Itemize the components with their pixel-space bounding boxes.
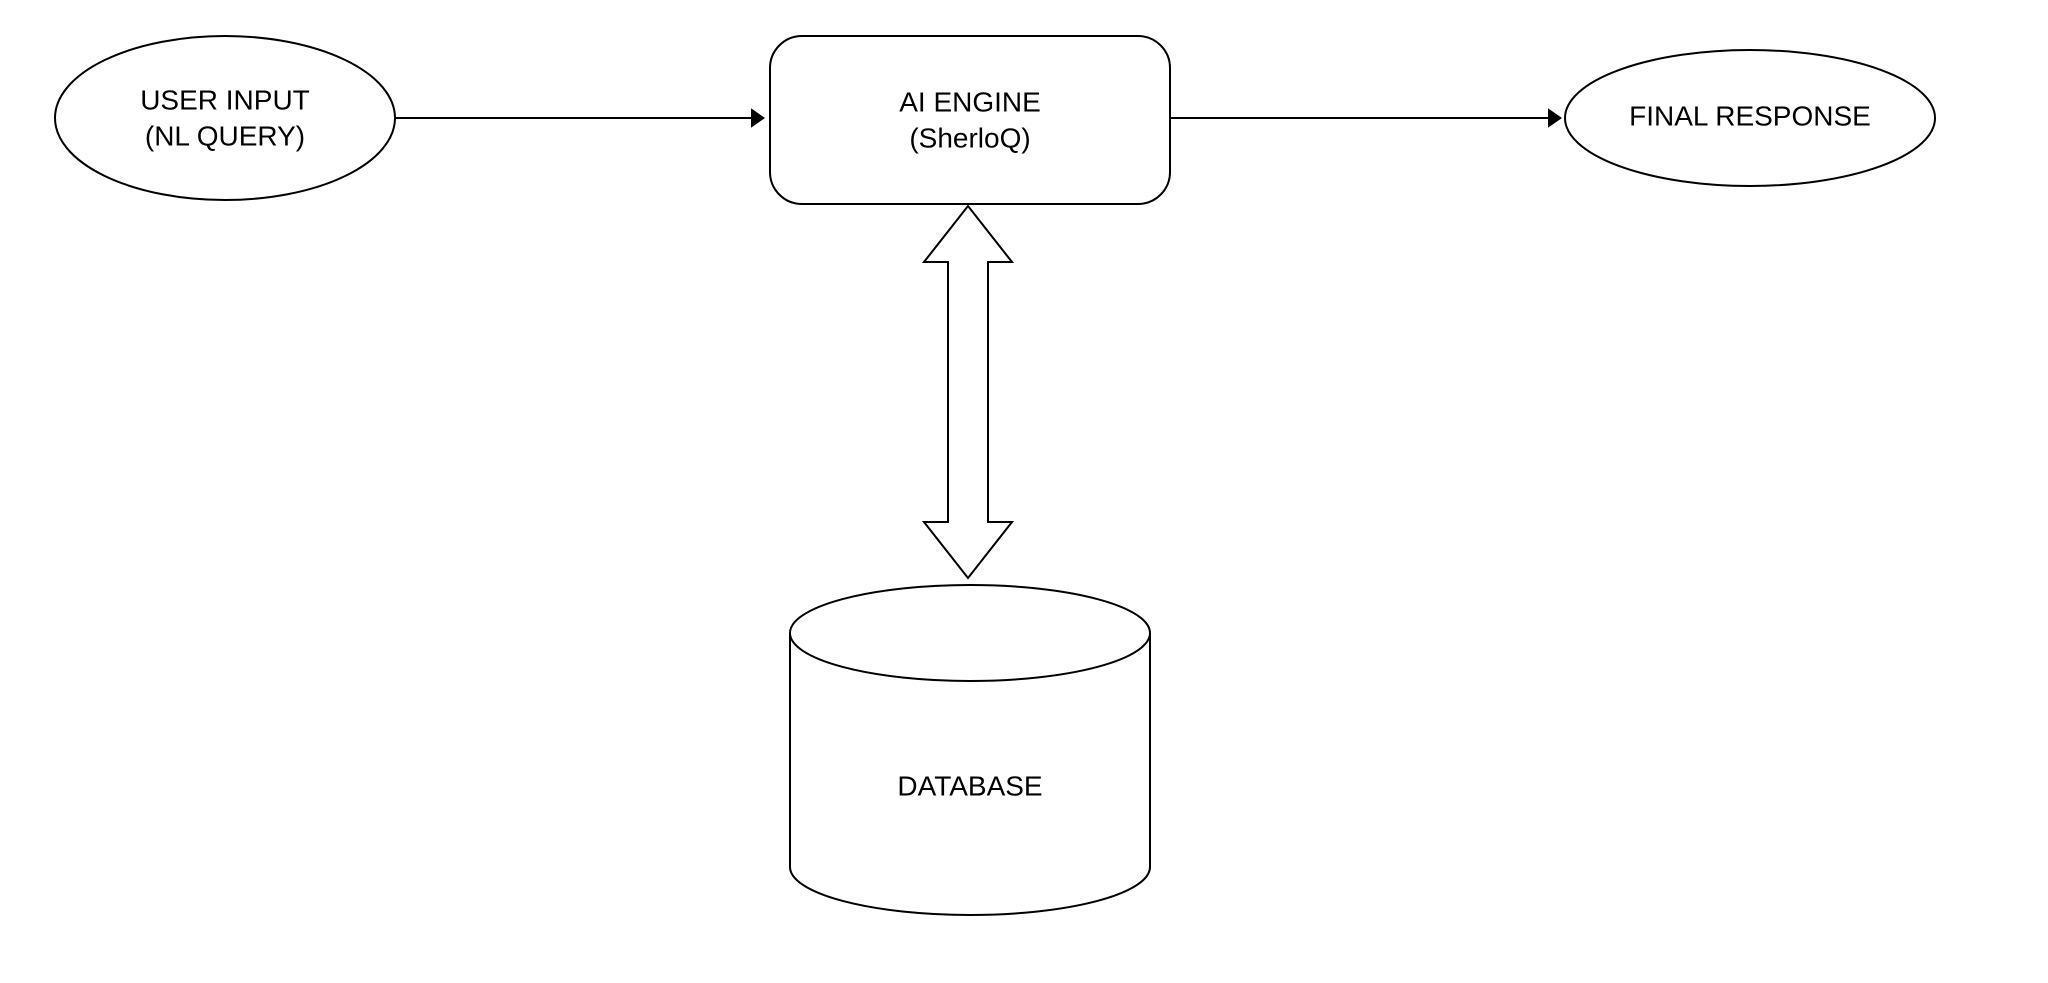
- arrow-input-to-engine: [395, 108, 765, 128]
- user-input-label-2: (NL QUERY): [145, 120, 305, 151]
- user-input-node: [55, 36, 395, 200]
- user-input-label-1: USER INPUT: [140, 84, 310, 115]
- ai-engine-node: [770, 36, 1170, 204]
- final-response-label: FINAL RESPONSE: [1629, 100, 1871, 131]
- double-arrow-engine-database: [924, 206, 1012, 578]
- database-node: [790, 585, 1150, 915]
- database-label: DATABASE: [897, 770, 1042, 801]
- architecture-diagram: USER INPUT (NL QUERY) AI ENGINE (SherloQ…: [0, 0, 2048, 983]
- ai-engine-label-2: (SherloQ): [909, 122, 1030, 153]
- arrow-engine-to-response: [1170, 108, 1562, 128]
- ai-engine-label-1: AI ENGINE: [899, 86, 1041, 117]
